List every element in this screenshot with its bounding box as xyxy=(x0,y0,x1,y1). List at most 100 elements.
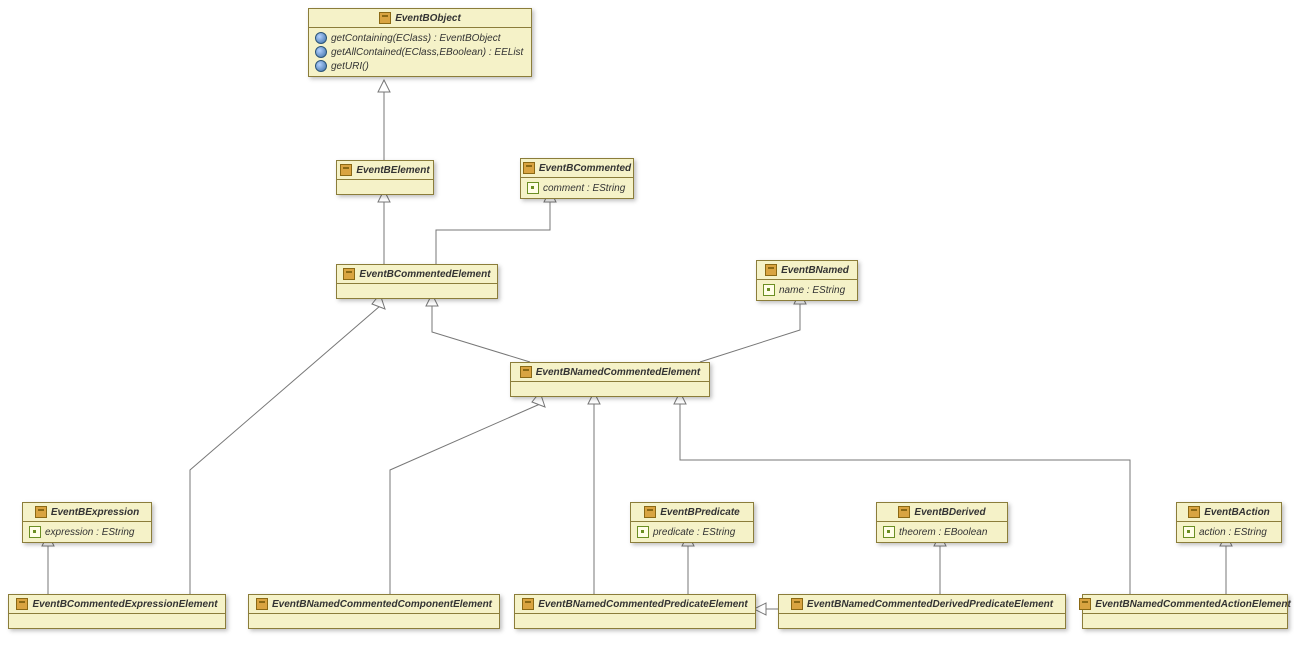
attribute-row: comment : EString xyxy=(527,181,627,195)
class-body xyxy=(515,614,755,628)
class-body: predicate : EString xyxy=(631,522,753,542)
class-name-label: EventBNamedCommentedPredicateElement xyxy=(538,599,748,610)
class-icon xyxy=(523,162,535,174)
class-icon xyxy=(343,268,355,280)
uml-connectors xyxy=(0,0,1294,645)
class-body: comment : EString xyxy=(521,178,633,198)
operation-row: getContaining(EClass) : EventBObject xyxy=(315,31,525,45)
attribute-label: expression : EString xyxy=(45,527,135,538)
operation-label: getContaining(EClass) : EventBObject xyxy=(331,33,501,44)
operation-icon xyxy=(315,60,327,72)
class-icon xyxy=(35,506,47,518)
class-EventBExpression: EventBExpression expression : EString xyxy=(22,502,152,543)
class-icon xyxy=(379,12,391,24)
class-icon xyxy=(791,598,803,610)
class-body xyxy=(337,284,497,298)
class-EventBNamedCommentedPredicateElement: EventBNamedCommentedPredicateElement xyxy=(514,594,756,629)
attribute-label: comment : EString xyxy=(543,183,625,194)
operation-row: getAllContained(EClass,EBoolean) : EELis… xyxy=(315,45,525,59)
class-EventBNamedCommentedElement: EventBNamedCommentedElement xyxy=(510,362,710,397)
class-name-label: EventBCommentedElement xyxy=(359,269,490,280)
operation-label: getAllContained(EClass,EBoolean) : EELis… xyxy=(331,47,523,58)
class-body xyxy=(511,382,709,396)
class-EventBNamedCommentedDerivedPredicateElement: EventBNamedCommentedDerivedPredicateElem… xyxy=(778,594,1066,629)
class-title: EventBAction xyxy=(1177,503,1281,522)
class-name-label: EventBCommentedExpressionElement xyxy=(32,599,217,610)
attribute-icon xyxy=(527,182,539,194)
class-name-label: EventBNamedCommentedComponentElement xyxy=(272,599,492,610)
class-icon xyxy=(340,164,352,176)
class-body: theorem : EBoolean xyxy=(877,522,1007,542)
class-name-label: EventBCommented xyxy=(539,163,631,174)
attribute-row: action : EString xyxy=(1183,525,1275,539)
class-EventBNamedCommentedComponentElement: EventBNamedCommentedComponentElement xyxy=(248,594,500,629)
class-EventBNamedCommentedActionElement: EventBNamedCommentedActionElement xyxy=(1082,594,1288,629)
class-EventBElement: EventBElement xyxy=(336,160,434,195)
class-body xyxy=(249,614,499,628)
attribute-label: theorem : EBoolean xyxy=(899,527,987,538)
class-icon xyxy=(898,506,910,518)
class-title: EventBCommentedExpressionElement xyxy=(9,595,225,614)
attribute-row: theorem : EBoolean xyxy=(883,525,1001,539)
class-icon xyxy=(1079,598,1091,610)
class-title: EventBDerived xyxy=(877,503,1007,522)
class-body: action : EString xyxy=(1177,522,1281,542)
class-name-label: EventBNamedCommentedActionElement xyxy=(1095,599,1291,610)
class-icon xyxy=(520,366,532,378)
class-title: EventBCommented xyxy=(521,159,633,178)
class-EventBCommentedExpressionElement: EventBCommentedExpressionElement xyxy=(8,594,226,629)
attribute-row: name : EString xyxy=(763,283,851,297)
class-EventBObject: EventBObject getContaining(EClass) : Even… xyxy=(308,8,532,77)
attribute-label: action : EString xyxy=(1199,527,1267,538)
attribute-label: predicate : EString xyxy=(653,527,735,538)
class-title: EventBElement xyxy=(337,161,433,180)
attribute-icon xyxy=(1183,526,1195,538)
class-name-label: EventBAction xyxy=(1204,507,1270,518)
class-title: EventBNamedCommentedElement xyxy=(511,363,709,382)
operation-icon xyxy=(315,32,327,44)
class-body xyxy=(1083,614,1287,628)
class-name-label: EventBElement xyxy=(356,165,429,176)
class-name-label: EventBDerived xyxy=(914,507,985,518)
class-title: EventBNamedCommentedDerivedPredicateElem… xyxy=(779,595,1065,614)
class-title: EventBNamedCommentedActionElement xyxy=(1083,595,1287,614)
class-title: EventBObject xyxy=(309,9,531,28)
class-name-label: EventBNamedCommentedDerivedPredicateElem… xyxy=(807,599,1053,610)
class-title: EventBNamedCommentedPredicateElement xyxy=(515,595,755,614)
class-EventBDerived: EventBDerived theorem : EBoolean xyxy=(876,502,1008,543)
class-EventBAction: EventBAction action : EString xyxy=(1176,502,1282,543)
class-title: EventBPredicate xyxy=(631,503,753,522)
attribute-row: expression : EString xyxy=(29,525,145,539)
class-EventBCommented: EventBCommented comment : EString xyxy=(520,158,634,199)
class-icon xyxy=(256,598,268,610)
class-body xyxy=(9,614,225,628)
operation-icon xyxy=(315,46,327,58)
attribute-icon xyxy=(29,526,41,538)
class-body: expression : EString xyxy=(23,522,151,542)
operation-row: getURI() xyxy=(315,59,525,73)
class-EventBNamed: EventBNamed name : EString xyxy=(756,260,858,301)
attribute-row: predicate : EString xyxy=(637,525,747,539)
class-name-label: EventBNamedCommentedElement xyxy=(536,367,700,378)
class-body xyxy=(779,614,1065,628)
class-title: EventBExpression xyxy=(23,503,151,522)
class-EventBCommentedElement: EventBCommentedElement xyxy=(336,264,498,299)
operation-label: getURI() xyxy=(331,61,369,72)
class-name-label: EventBExpression xyxy=(51,507,139,518)
class-EventBPredicate: EventBPredicate predicate : EString xyxy=(630,502,754,543)
class-body: name : EString xyxy=(757,280,857,300)
class-body xyxy=(337,180,433,194)
class-icon xyxy=(16,598,28,610)
class-icon xyxy=(644,506,656,518)
class-icon xyxy=(522,598,534,610)
class-body: getContaining(EClass) : EventBObject getA… xyxy=(309,28,531,76)
class-name-label: EventBNamed xyxy=(781,265,849,276)
class-title: EventBNamedCommentedComponentElement xyxy=(249,595,499,614)
class-name-label: EventBPredicate xyxy=(660,507,739,518)
class-icon xyxy=(765,264,777,276)
class-name-label: EventBObject xyxy=(395,13,461,24)
attribute-icon xyxy=(637,526,649,538)
attribute-icon xyxy=(883,526,895,538)
attribute-icon xyxy=(763,284,775,296)
attribute-label: name : EString xyxy=(779,285,845,296)
